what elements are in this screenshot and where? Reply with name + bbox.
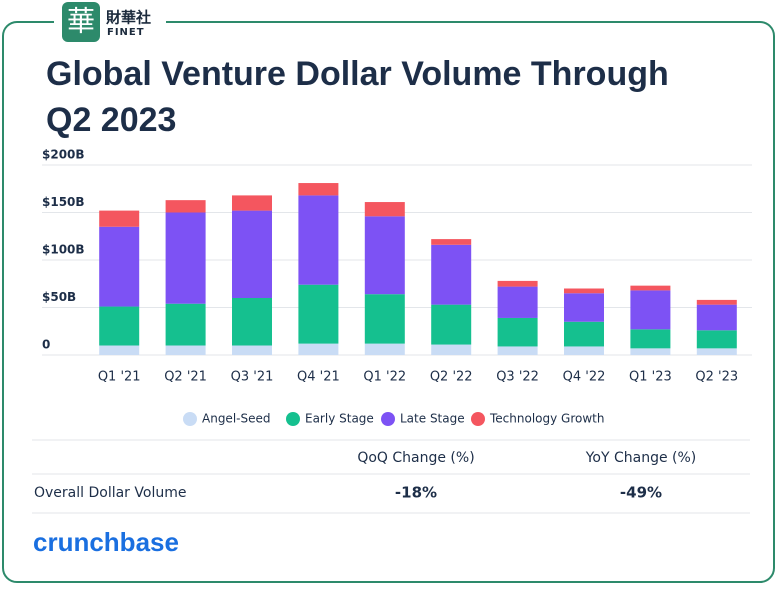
bar-segment [165, 303, 206, 346]
legend-item: Late Stage [381, 412, 465, 426]
bar-segment [696, 299, 737, 305]
bar-segment [431, 304, 472, 345]
bar-segment [298, 284, 339, 344]
logo-name: 財華社 [105, 9, 151, 27]
bar-segment [696, 304, 737, 331]
bar-segment [364, 216, 405, 295]
bar-segment [99, 210, 140, 227]
bar-segment [630, 329, 671, 349]
legend-swatch [286, 412, 300, 426]
x-tick-label: Q3 '21 [231, 370, 274, 385]
table-cell: -18% [395, 484, 437, 502]
bar-segment [497, 286, 538, 318]
logo-box [62, 2, 100, 42]
bar-segment [364, 294, 405, 344]
bar-segment [99, 345, 140, 355]
bar-segment [497, 317, 538, 347]
bar-segment [564, 288, 604, 294]
x-tick-label: Q2 '21 [164, 370, 207, 385]
bar-segment [696, 348, 737, 355]
table-header: YoY Change (%) [585, 450, 697, 466]
bar-segment [431, 244, 472, 305]
bar-segment [165, 200, 206, 213]
logo-mark: 華 [67, 5, 95, 38]
table-cell: -49% [620, 484, 662, 502]
y-tick-label: $200B [42, 148, 85, 162]
legend-label: Late Stage [400, 412, 465, 426]
logo-sub: FINET [107, 27, 145, 38]
bar-segment [696, 330, 737, 349]
legend-item: Technology Growth [471, 412, 604, 426]
bar-segment [232, 298, 272, 346]
legend-item: Early Stage [286, 412, 374, 426]
bar-segment [497, 346, 538, 355]
bar-segment [497, 280, 538, 287]
bar-segment [298, 195, 339, 285]
bar-segment [99, 226, 140, 307]
bar-segment [232, 210, 272, 298]
x-tick-label: Q1 '23 [629, 370, 672, 385]
legend-swatch [381, 412, 395, 426]
bar-segment [99, 306, 140, 346]
legend-label: Technology Growth [489, 412, 604, 426]
legend-swatch [471, 412, 485, 426]
bar-segment [630, 285, 671, 291]
x-tick-label: Q1 '21 [98, 370, 141, 385]
bar-segment [165, 345, 206, 355]
chart-title: Global Venture Dollar Volume Through Q2 2… [46, 55, 669, 139]
bar-segment [630, 348, 671, 355]
bar-segment [298, 183, 339, 196]
x-tick-label: Q2 '22 [430, 370, 473, 385]
y-tick-label: $50B [42, 290, 76, 304]
y-tick-label: $150B [42, 195, 85, 209]
legend-label: Angel-Seed [202, 412, 270, 426]
bar-segment [564, 346, 604, 355]
legend-swatch [183, 412, 197, 426]
bar-segment [364, 343, 405, 355]
y-tick-label: 0 [42, 338, 50, 352]
x-tick-label: Q2 '23 [695, 370, 738, 385]
bar-segment [431, 239, 472, 245]
bar-segment [630, 290, 671, 330]
brand: crunchbase [33, 527, 179, 557]
x-tick-label: Q4 '22 [563, 370, 606, 385]
bar-segment [564, 321, 604, 347]
legend-label: Early Stage [305, 412, 374, 426]
plot: 0 $50B $100B $150B $200B Q1 '21 Q2 '21 Q3 '21 Q4… [42, 148, 752, 426]
bar-segment [165, 212, 206, 304]
bar-segment [564, 293, 604, 322]
y-tick-label: $100B [42, 243, 85, 257]
table-cell: Overall Dollar Volume [34, 485, 186, 501]
bar-segment [364, 202, 405, 217]
x-tick-label: Q4 '21 [297, 370, 340, 385]
x-tick-label: Q1 '22 [363, 370, 406, 385]
legend-item: Angel-Seed [183, 412, 270, 426]
bar-segment [232, 195, 272, 211]
table-header: QoQ Change (%) [357, 450, 474, 466]
x-tick-label: Q3 '22 [496, 370, 539, 385]
bar-segment [232, 345, 272, 355]
bar-segment [431, 344, 472, 355]
bar-segment [298, 343, 339, 355]
